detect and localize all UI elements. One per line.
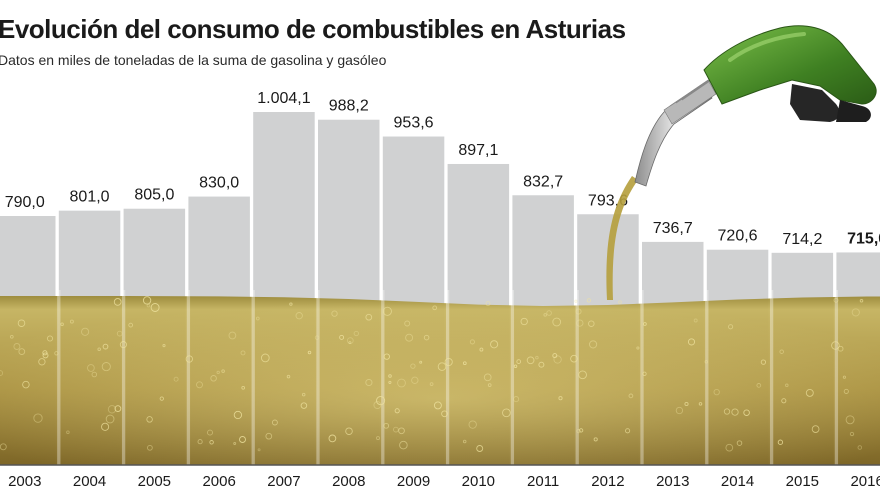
column-separator	[705, 290, 709, 465]
column-separator	[769, 290, 774, 465]
column-separator	[640, 290, 644, 465]
column-separator	[186, 290, 191, 465]
value-label-2008: 988,2	[329, 98, 369, 115]
category-label-2011: 2011	[527, 473, 559, 490]
chart-subtitle: Datos en miles de toneladas de la suma d…	[0, 52, 387, 68]
fuel-bubbles	[0, 296, 864, 452]
value-label-2013: 736,7	[653, 220, 693, 237]
column-separator	[251, 290, 255, 465]
value-label-2010: 897,1	[458, 142, 498, 159]
value-label-2004: 801,0	[70, 189, 110, 206]
category-label-2014: 2014	[721, 473, 754, 490]
column-separator	[316, 290, 320, 465]
fuel-nozzle-icon	[606, 25, 877, 300]
category-label-2012: 2012	[591, 473, 624, 490]
column-separator	[381, 290, 385, 465]
category-label-2016: 2016	[850, 473, 880, 490]
value-label-2016: 715,0	[847, 230, 880, 247]
category-label-2006: 2006	[202, 473, 235, 490]
category-label-2008: 2008	[332, 473, 365, 490]
value-label-2007: 1.004,1	[257, 90, 310, 107]
column-separator	[575, 290, 579, 465]
column-separator	[510, 290, 515, 465]
value-label-2009: 953,6	[394, 115, 434, 132]
column-separator	[57, 290, 61, 465]
category-label-2003: 2003	[8, 473, 41, 490]
category-label-2005: 2005	[138, 473, 171, 490]
value-label-2005: 805,0	[134, 187, 174, 204]
value-label-2006: 830,0	[199, 175, 239, 192]
fuel-glow	[0, 300, 880, 465]
category-label-2007: 2007	[267, 473, 300, 490]
column-separator	[834, 290, 839, 465]
value-label-2015: 714,2	[782, 231, 822, 248]
column-separator	[121, 290, 126, 465]
category-label-2010: 2010	[462, 473, 495, 490]
category-label-2015: 2015	[786, 473, 819, 490]
column-separator	[445, 290, 450, 465]
category-label-2013: 2013	[656, 473, 689, 490]
value-label-2014: 720,6	[718, 228, 758, 245]
category-label-2009: 2009	[397, 473, 430, 490]
value-label-2011: 832,7	[523, 173, 563, 190]
chart-title: Evolución del consumo de combustibles en…	[0, 14, 626, 44]
category-label-2004: 2004	[73, 473, 106, 490]
value-label-2003: 790,0	[5, 194, 45, 211]
